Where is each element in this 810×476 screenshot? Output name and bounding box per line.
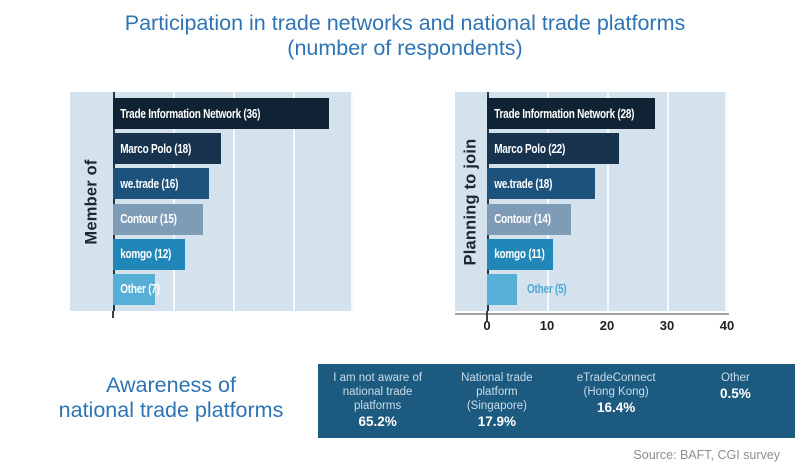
x-axis-zero-tick [112, 311, 114, 318]
gridline-x-40 [725, 92, 727, 311]
bar-row: Other (5) [487, 273, 727, 305]
awareness-column-label-line: National trade [461, 372, 533, 384]
bar-label: Trade Information Network (28) [494, 106, 635, 121]
x-tick-label-40: 40 [719, 318, 735, 333]
awareness-column-label-line: (Hong Kong) [583, 386, 649, 398]
bar-label: Other (5) [527, 282, 567, 297]
x-tick-label-0: 0 [483, 318, 491, 333]
bar-marco-polo: Marco Polo (22) [487, 133, 619, 165]
bar-other [487, 273, 517, 305]
bar-label: we.trade (18) [494, 176, 553, 191]
bar-row: Trade Information Network (36) [113, 98, 353, 130]
bar-contour: Contour (15) [113, 203, 203, 235]
x-tick-label-20: 20 [599, 318, 615, 333]
bar-trade-information-network: Trade Information Network (36) [113, 98, 329, 130]
gridline-x-20 [233, 92, 235, 311]
bar-label: Marco Polo (18) [120, 141, 192, 156]
bar-row: Marco Polo (22) [487, 133, 727, 165]
awareness-column-label-line: platforms [353, 400, 402, 412]
awareness-title: Awareness of national trade platforms [22, 373, 320, 423]
bar-label: Trade Information Network (36) [120, 106, 261, 121]
awareness-title-line2: national trade platforms [58, 398, 284, 422]
awareness-column: eTradeConnect (Hong Kong) 16.4% [557, 364, 676, 438]
gridline-x-40 [351, 92, 353, 311]
bar-label: Other (7) [120, 282, 160, 297]
bar-row: Marco Polo (18) [113, 133, 353, 165]
figure-title: Participation in trade networks and nati… [0, 11, 810, 61]
gridline-x-30 [667, 92, 669, 311]
awareness-column-label-line: I am not aware of [333, 372, 423, 384]
awareness-column-label-line: national trade [342, 386, 413, 398]
y-axis-line [487, 92, 489, 311]
awareness-stats-box: I am not aware of national trade platforms… [318, 364, 795, 438]
y-axis-group-label-area: Planning to join [455, 92, 487, 311]
awareness-column-label-line: Other [720, 372, 750, 384]
awareness-column: National trade platform (Singapore) 17.9% [437, 364, 556, 438]
awareness-column-percentage: 0.5% [719, 386, 751, 401]
plot-area: Trade Information Network (36) Marco Polo… [113, 92, 353, 311]
y-axis-line [113, 92, 115, 311]
source-note: Source: BAFT, CGI survey [633, 448, 780, 462]
y-axis-group-label: Member of [82, 158, 100, 245]
plot-area: Trade Information Network (28) Marco Polo… [487, 92, 727, 311]
bar-row: Contour (14) [487, 203, 727, 235]
awareness-column: Other 0.5% [676, 364, 795, 438]
bar-row: Contour (15) [113, 203, 353, 235]
bar-we-trade: we.trade (18) [487, 168, 595, 200]
bar-marco-polo: Marco Polo (18) [113, 133, 221, 165]
bar-contour: Contour (14) [487, 203, 571, 235]
bar-series: Trade Information Network (36) Marco Polo… [113, 92, 353, 311]
gridline-x-20 [607, 92, 609, 311]
bar-label: Contour (15) [120, 212, 177, 227]
bar-other: Other (7) [113, 273, 160, 305]
y-axis-group-label: Planning to join [461, 138, 480, 265]
awareness-column-percentage: 16.4% [596, 400, 636, 415]
x-tick-label-30: 30 [659, 318, 675, 333]
y-axis-group-label-area: Member of [70, 92, 113, 311]
bar-row: Other (7) [113, 273, 353, 305]
bar-komgo: komgo (12) [113, 238, 185, 270]
bar-row: we.trade (18) [487, 168, 727, 200]
bar-series: Trade Information Network (28) Marco Polo… [487, 92, 727, 311]
x-tick-label-10: 10 [539, 318, 555, 333]
awareness-column-label-line: (Singapore) [466, 400, 527, 412]
chart-planning-to-join: Planning to join Trade Information Netwo… [455, 92, 734, 333]
bar-label: Contour (14) [494, 212, 551, 227]
figure-title-line1: Participation in trade networks and nati… [124, 11, 686, 35]
awareness-column-label-line: platform [476, 386, 518, 398]
bar-label: komgo (11) [494, 247, 545, 262]
bar-row: komgo (11) [487, 238, 727, 270]
awareness-title-line1: Awareness of [106, 373, 236, 397]
bar-we-trade: we.trade (16) [113, 168, 209, 200]
figure-title-line2: (number of respondents) [287, 36, 523, 60]
bar-komgo: komgo (11) [487, 238, 553, 270]
gridline-x-30 [293, 92, 295, 311]
chart-member-of: Member of Trade Information Network (36)… [70, 92, 353, 318]
bar-label: komgo (12) [120, 247, 172, 262]
bar-trade-information-network: Trade Information Network (28) [487, 98, 655, 130]
bar-row: komgo (12) [113, 238, 353, 270]
bar-row: we.trade (16) [113, 168, 353, 200]
x-axis-line [455, 313, 729, 315]
awareness-column-label-line: eTradeConnect [576, 372, 656, 384]
bar-label: we.trade (16) [120, 176, 179, 191]
awareness-column: I am not aware of national trade platforms… [318, 364, 437, 438]
gridline-x-10 [547, 92, 549, 311]
x-axis-zero-tick [486, 311, 488, 321]
bar-row: Trade Information Network (28) [487, 98, 727, 130]
awareness-column-percentage: 65.2% [358, 414, 397, 429]
awareness-column-percentage: 17.9% [477, 414, 517, 429]
bar-label: Marco Polo (22) [494, 141, 566, 156]
gridline-x-10 [173, 92, 175, 311]
